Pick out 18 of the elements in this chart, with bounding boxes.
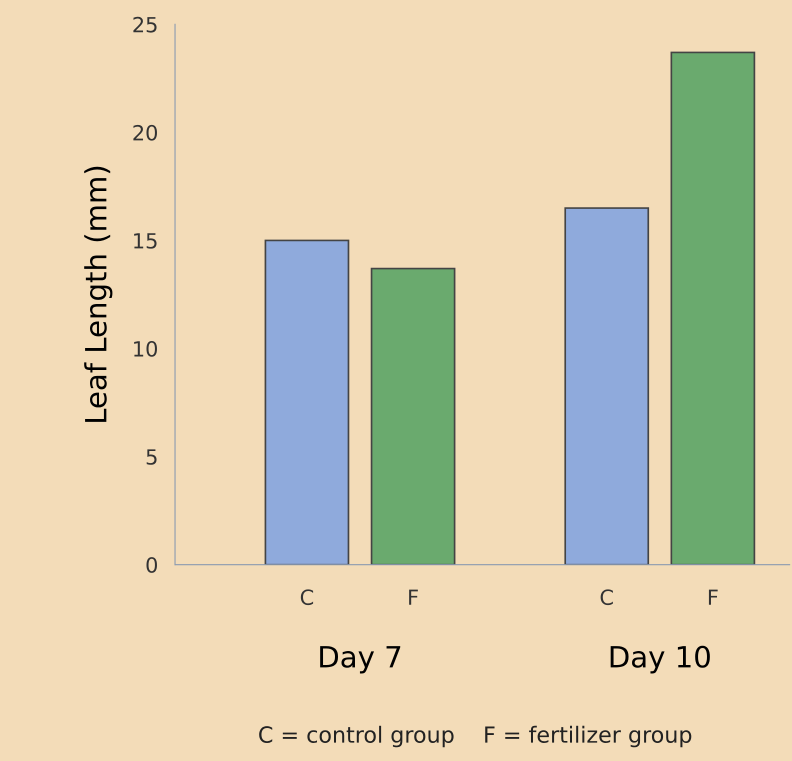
bar <box>370 268 456 565</box>
y-tick-label: 5 <box>146 449 157 465</box>
series-label: C <box>300 589 314 606</box>
text: F <box>708 590 718 605</box>
bar <box>564 207 650 565</box>
x-tick-label: Day 7 <box>320 646 400 674</box>
y-tick-label: 20 <box>133 124 157 141</box>
text: C <box>600 589 613 606</box>
y-tick-label: 25 <box>133 16 157 33</box>
y-tick-label: 10 <box>134 340 157 357</box>
series-label: F <box>409 590 418 605</box>
y-tick-label: 0 <box>146 557 157 573</box>
y-tick-label: 15 <box>134 233 157 249</box>
bar <box>670 52 756 565</box>
x-tick-label: Day 10 <box>610 646 710 674</box>
text: C = control group F = fertilizer group <box>259 726 692 748</box>
y-axis-title: Leaf Length (mm) <box>84 166 112 422</box>
bar <box>264 240 350 565</box>
